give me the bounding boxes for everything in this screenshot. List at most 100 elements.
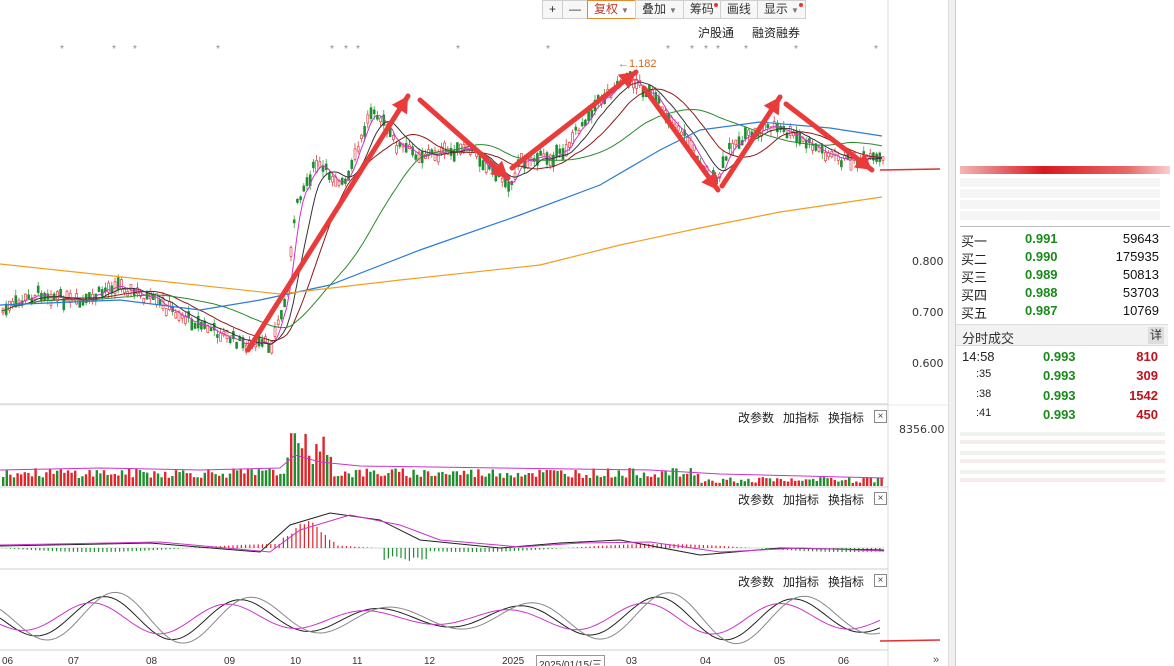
cursor-date-label: 2025/01/15/三 [536,655,605,666]
candle-body [299,196,302,201]
volume-bar [513,477,516,486]
margin-trading-link[interactable]: 融资融券 [752,26,801,40]
candle-body [123,288,126,294]
candle-body [372,109,376,115]
draw-line-button[interactable]: 画线 [719,0,758,19]
candle-body [27,294,30,299]
volume-bar [102,470,106,486]
edit-params-button[interactable]: 改参数 [738,411,775,425]
chips-button[interactable]: 筹码 [682,0,721,19]
fuquan-dropdown[interactable]: 复权 ▼ [587,0,636,19]
candle-body [417,151,421,163]
kdj-price-marker [879,639,941,642]
display-dropdown[interactable]: 显示 ▼ [756,0,806,19]
volume-bar [41,477,44,486]
candle-body [376,115,379,120]
edit-params-button[interactable]: 改参数 [738,493,775,507]
volume-bar [326,454,329,486]
price-tick: 0.600 [912,357,944,370]
volume-bar [858,482,862,486]
volume-bar [84,474,88,486]
hgt-link[interactable]: 沪股通 [698,26,735,40]
switch-indicator-button[interactable]: 换指标 [828,575,865,589]
volume-bar [239,469,242,486]
close-icon[interactable]: × [874,574,888,587]
volume-bar [725,479,728,486]
volume-bar [671,468,674,486]
volume-bar [300,448,304,486]
volume-bar [610,477,613,486]
volume-bar [668,475,671,486]
candle-body [840,160,843,168]
volume-bar [628,468,631,486]
switch-indicator-button[interactable]: 换指标 [828,411,865,425]
candle-body [267,342,270,353]
volume-bar [545,469,548,486]
volume-bar [192,477,196,486]
fuquan-label: 复权 [594,2,619,16]
volume-bar [304,433,307,486]
volume-bar [167,477,170,486]
volume-bar [768,478,772,486]
volume-bar [657,477,660,486]
high-price-annotation: ←1.182 [618,58,657,70]
volume-bar [606,468,610,486]
kline-chart-area[interactable]: * * * * * * * * * * * * * * * * [0,0,948,666]
volume-tick: 8356.00 [899,423,945,436]
volume-bar [434,475,437,486]
add-indicator-button[interactable]: 加指标 [783,493,820,507]
volume-bar [264,470,268,486]
volume-bar [524,474,527,486]
volume-bar [556,470,559,486]
candle-body [107,282,110,293]
candle-body [392,135,395,140]
volume-bar [232,468,235,486]
volume-bar [779,479,782,486]
volume-bar [635,475,638,486]
scroll-right-icon[interactable]: » [933,654,940,666]
chart-toolbar: + — 复权 ▼ 叠加 ▼ 筹码 画线 显示 ▼ [542,0,806,19]
panel-splitter[interactable] [948,0,955,666]
volume-bar [99,473,102,486]
tick-row: :35 0.993 309 [956,368,1168,387]
display-label: 显示 [763,2,788,16]
switch-indicator-button[interactable]: 换指标 [828,493,865,507]
candle-body [766,124,770,128]
add-indicator-button[interactable]: 加指标 [783,575,820,589]
tick-volume: 810 [1136,349,1158,364]
volume-bar [358,469,361,486]
volume-bar [336,476,340,486]
candle-body [724,156,728,161]
order-book-row: 买三 0.989 50813 [961,267,1171,285]
zoom-out-button[interactable]: — [562,0,589,19]
candle-body [289,247,293,257]
ma20-line [1,88,883,342]
candle-body [680,131,683,136]
market-links: 沪股通 融资融券 [698,24,800,41]
close-icon[interactable]: × [874,410,888,423]
close-icon[interactable]: × [874,492,888,505]
edit-params-button[interactable]: 改参数 [738,575,775,589]
zoom-in-button[interactable]: + [542,0,564,19]
volume-bar [581,477,584,486]
volume-bar [747,478,750,486]
current-price-line [879,168,941,171]
candle-body [676,125,680,131]
volume-bar [693,475,696,486]
candle-body [558,148,562,154]
volume-bar [578,473,581,486]
volume-bar [333,476,336,486]
tick-time: :38 [976,388,992,400]
volume-bar [88,470,91,486]
overlay-dropdown[interactable]: 叠加 ▼ [634,0,684,19]
volume-bar [686,473,689,486]
candle-body [276,319,280,325]
candle-body [356,146,360,152]
kline-chart-canvas[interactable]: * * * * * * * * * * * * * * * * [0,0,948,666]
volume-bar [563,473,566,486]
candle-body [849,157,853,171]
order-book-volume: 53703 [1122,285,1159,300]
add-indicator-button[interactable]: 加指标 [783,411,820,425]
volume-bar [707,479,710,486]
tick-detail-button[interactable]: 详 [1148,327,1164,344]
